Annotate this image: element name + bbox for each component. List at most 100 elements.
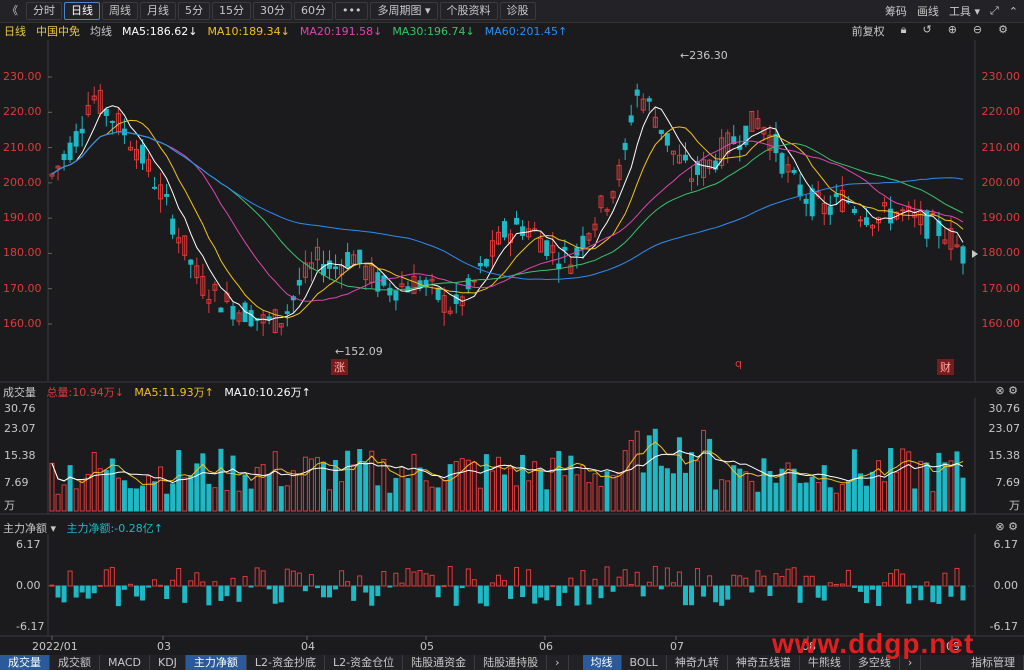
date-tick-label: 03 [157,640,171,653]
volume-bar [152,481,158,512]
volume-bar [568,455,574,512]
volume-bar [803,482,809,512]
flow-bar [845,569,851,587]
volume-bar [212,487,218,512]
flow-bar [477,585,483,604]
tab-daily[interactable]: 日线 [64,2,100,20]
scroll-right-icon[interactable]: › [547,655,569,670]
kline-chart[interactable] [0,0,1024,655]
tab-kdj[interactable]: KDJ [150,655,186,670]
tab-15min[interactable]: 15分 [212,2,251,20]
stock-info-button[interactable]: 个股资料 [439,2,498,20]
flow-bar [351,585,357,601]
volume-bar [284,485,290,512]
avg-dropdown[interactable]: 均线 [90,25,112,38]
tab-30min[interactable]: 30分 [253,2,292,20]
tab-macd[interactable]: MACD [100,655,150,670]
flow-tick-label-left: -6.17 [16,620,45,633]
candle-body [236,312,242,322]
tools-button[interactable]: 工具 ▾ [949,3,980,19]
flow-bar [339,570,345,587]
zoom-in-icon[interactable]: ⊕ [947,23,957,36]
candle-body [767,134,773,151]
volume-bar [127,488,133,512]
flow-title[interactable]: 主力净额 ▾ [3,522,56,535]
flow-bar [399,582,405,587]
candle-body [465,278,471,290]
tab-td9[interactable]: 神奇九转 [667,655,728,670]
volume-bar [948,460,954,512]
tab-monthly[interactable]: 月线 [140,2,176,20]
candle-body [646,98,652,102]
zoom-out-icon[interactable]: ⊖ [972,23,983,36]
flow-bar [743,577,749,587]
settings-icon[interactable]: ⚙ [1008,384,1018,397]
tab-hk-flow[interactable]: 陆股通资金 [403,655,476,670]
more-button[interactable]: ••• [335,2,369,20]
event-marker-finance[interactable]: 财 [937,359,954,375]
candle-body [701,159,707,179]
volume-bar [327,489,333,512]
tab-l2-position[interactable]: L2-资金仓位 [325,655,404,670]
flow-bar [230,577,236,587]
candle-body [773,133,779,154]
volume-bar [254,467,260,512]
tab-5min[interactable]: 5分 [178,2,210,20]
event-marker-rise[interactable]: 涨 [331,359,348,375]
tab-volume[interactable]: 成交量 [0,655,50,670]
candle-body [882,202,888,207]
tab-ma[interactable]: 均线 [582,655,622,670]
candle-body [333,266,339,270]
grid-lines [0,40,1024,640]
candle-body [61,153,67,161]
flow-bar [616,576,622,587]
volume-bar [622,450,628,512]
fullscreen-icon[interactable]: ⤢ [989,4,999,17]
caret-down-icon: ▾ [974,5,980,18]
collapse-icon[interactable]: ⌃ [1008,4,1018,18]
diagnose-button[interactable]: 诊股 [499,2,536,20]
tab-l2-bottom[interactable]: L2-资金抄底 [247,655,326,670]
adjust-dropdown[interactable]: 前复权 [851,25,885,38]
volume-title[interactable]: 成交量 [3,386,36,399]
flow-bar [592,578,598,587]
tab-turnover[interactable]: 成交额 [50,655,100,670]
volume-bar [592,473,598,512]
volume-tick-label-left: 15.38 [4,449,36,462]
tab-weekly[interactable]: 周线 [102,2,138,20]
scroll-right-icon[interactable]: › [900,655,922,670]
tab-5lines[interactable]: 神奇五线谱 [728,655,800,670]
volume-bar [296,474,302,512]
flow-bar [870,585,876,590]
volume-bar [652,428,658,512]
tab-boll[interactable]: BOLL [622,655,667,670]
tab-60min[interactable]: 60分 [294,2,333,20]
tab-hk-holding[interactable]: 陆股通持股 [475,655,548,670]
volume-bar [465,459,471,512]
volume-bar [676,437,682,512]
volume-bar [345,450,351,512]
tab-fenshi[interactable]: 分时 [26,2,62,20]
volume-bar [357,449,363,512]
settings-icon[interactable]: ⚙ [998,23,1008,36]
flow-bar [429,574,435,587]
draw-button[interactable]: 画线 [916,5,939,18]
volume-tick-label-right: 15.38 [988,449,1021,462]
settings-icon[interactable]: ⚙ [1008,520,1018,533]
tab-main-flow[interactable]: 主力净额 [185,655,247,670]
multi-period-dropdown[interactable]: 多周期图 ▾ [370,2,438,20]
undo-icon[interactable]: ↺ [922,23,932,36]
close-icon[interactable]: ⊗ [995,384,1005,397]
event-marker-q[interactable]: q [735,357,742,370]
candle-body [532,228,538,232]
flow-bar [314,585,320,589]
flow-bar [182,585,188,603]
volume-bar [417,467,423,512]
close-icon[interactable]: ⊗ [995,520,1005,533]
chips-button[interactable]: 筹码 [884,5,907,18]
lock-icon[interactable]: 🔒︎ [900,23,907,36]
back-icon[interactable]: 《 [7,4,18,17]
tab-longshort[interactable]: 多空线 [850,655,900,670]
tab-bullbear[interactable]: 牛熊线 [800,655,850,670]
date-tick-label: 2022/01 [32,640,78,653]
